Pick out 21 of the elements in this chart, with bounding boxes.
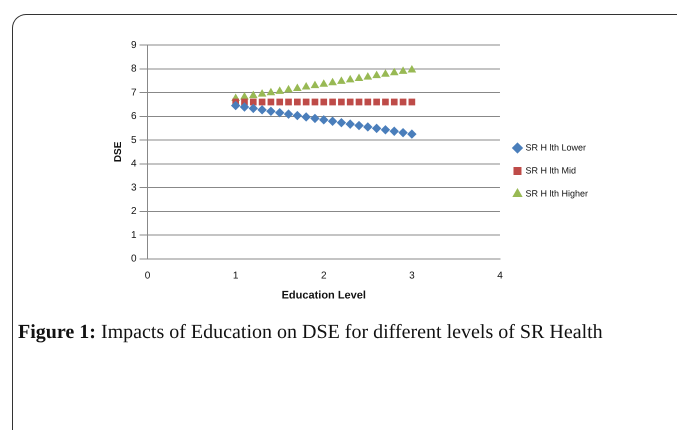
x-tick-label: 4 — [497, 270, 504, 282]
x-tick-label: 0 — [144, 270, 151, 282]
y-axis-title: DSE — [112, 141, 124, 162]
caption: Figure 1: Impacts of Education on DSE for different levels of SR Health — [18, 320, 604, 345]
y-tick-label: 1 — [131, 230, 137, 241]
x-axis-title: Education Level — [282, 289, 366, 302]
y-tick-label: 7 — [131, 87, 137, 98]
legend-label: SR H lth Higher — [525, 188, 588, 198]
x-tick-label: 1 — [232, 270, 239, 282]
x-tick-label: 3 — [409, 270, 416, 282]
y-tick-label: 6 — [131, 111, 137, 122]
y-tick-label: 8 — [131, 64, 137, 75]
y-tick-label: 4 — [131, 158, 137, 170]
y-tick-label: 9 — [131, 40, 137, 51]
legend-label: SR H lth Mid — [525, 165, 576, 176]
y-tick-label: 0 — [131, 254, 137, 265]
y-tick-label: 3 — [131, 182, 137, 194]
y-tick-label: 2 — [131, 206, 137, 218]
legend-label: SR H lth Lower — [525, 142, 586, 152]
x-tick-label: 2 — [320, 270, 327, 282]
y-tick-label: 5 — [131, 134, 137, 146]
